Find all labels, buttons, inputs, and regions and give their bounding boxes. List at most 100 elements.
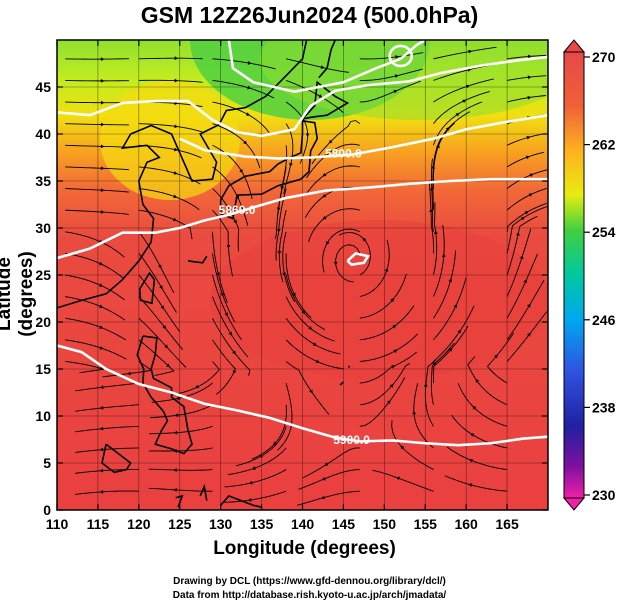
streamline-arrow <box>280 186 285 190</box>
streamline <box>138 188 200 211</box>
streamline <box>251 404 287 460</box>
streamline <box>75 490 139 495</box>
streamline-arrow <box>173 194 178 199</box>
coastline-segment <box>187 255 208 264</box>
streamline-arrow <box>220 292 224 297</box>
streamline-arrow <box>455 112 460 117</box>
contour-label: 5800.0 <box>325 147 362 161</box>
streamline-arrow <box>524 211 529 215</box>
streamline-arrow <box>326 241 330 246</box>
streamline <box>65 361 104 374</box>
streamline-arrow <box>519 255 524 260</box>
y-tick-label: 15 <box>35 361 51 377</box>
streamline-arrow <box>277 250 282 255</box>
streamline-arrow <box>301 309 306 314</box>
streamline <box>432 111 471 167</box>
streamline <box>506 202 548 232</box>
streamline <box>506 215 538 276</box>
streamline-arrow <box>393 349 398 354</box>
streamline <box>446 446 508 471</box>
streamline <box>212 253 235 322</box>
streamline <box>359 377 406 427</box>
streamline-arrow <box>243 140 247 145</box>
streamline-arrow <box>99 468 104 473</box>
streamline-arrow <box>445 126 450 131</box>
streamline-arrow <box>324 462 329 466</box>
x-tick-label: 140 <box>291 516 315 532</box>
streamline <box>507 54 547 60</box>
streamlines <box>65 46 548 506</box>
streamline <box>298 469 360 490</box>
streamline-arrow <box>174 56 179 61</box>
streamline-arrow <box>328 139 333 144</box>
streamline-arrow <box>99 447 104 452</box>
streamline-arrow <box>99 366 104 371</box>
streamline <box>278 210 287 283</box>
y-tick-label: 5 <box>43 455 51 471</box>
streamline-arrow <box>292 292 296 297</box>
streamline <box>212 101 270 133</box>
streamline <box>223 490 287 503</box>
x-tick-label: 125 <box>168 516 192 532</box>
streamline-arrow <box>100 122 105 127</box>
streamline <box>75 469 139 474</box>
streamline <box>359 80 421 103</box>
streamline-arrow <box>305 133 310 137</box>
streamline-arrow <box>433 230 438 235</box>
coastline-segment <box>136 335 193 455</box>
height-contours <box>57 40 548 447</box>
streamline-arrow <box>173 430 178 435</box>
streamline-arrow <box>393 89 398 94</box>
streamline-arrow <box>362 237 367 242</box>
streamline <box>506 187 547 211</box>
streamline-arrow <box>216 272 220 277</box>
streamline <box>359 240 390 298</box>
streamline-arrow <box>453 303 458 308</box>
streamline <box>359 273 407 319</box>
streamline-arrow <box>520 216 525 221</box>
streamline-arrow <box>100 100 105 105</box>
streamline-arrow <box>470 433 475 437</box>
streamline-arrow <box>273 441 277 446</box>
streamline-arrow <box>99 283 104 287</box>
streamline <box>150 404 213 419</box>
y-tick-label: 0 <box>43 502 51 518</box>
streamline <box>302 447 360 479</box>
streamline <box>148 468 213 471</box>
streamline-arrow <box>251 466 256 470</box>
streamline-arrow <box>527 54 532 59</box>
y-tick-label: 20 <box>35 314 51 330</box>
streamline <box>506 169 548 189</box>
contour-line <box>57 55 548 138</box>
streamline-arrow <box>99 325 104 329</box>
streamline-arrow <box>195 384 200 389</box>
streamline-arrow <box>99 304 104 308</box>
colorbar-label: 270 <box>592 49 616 65</box>
streamline <box>428 180 435 254</box>
y-tick-label: 30 <box>35 220 51 236</box>
streamline <box>212 209 234 277</box>
streamline <box>391 420 434 470</box>
colorbar-label: 254 <box>592 224 616 240</box>
streamline-arrow <box>127 371 131 376</box>
streamline <box>138 253 177 313</box>
streamline-arrow <box>308 326 313 330</box>
streamline <box>286 58 349 73</box>
warm-core <box>100 80 240 200</box>
streamline <box>75 404 139 412</box>
streamline <box>212 144 253 200</box>
streamline <box>431 158 434 232</box>
y-tick-label: 40 <box>35 126 51 142</box>
streamline-arrow <box>224 312 228 317</box>
streamline-arrow <box>528 193 533 197</box>
y-axis-label: Latitude (degrees) <box>0 251 37 337</box>
contour-closed <box>388 44 414 68</box>
y-tick-labels: 0 5 10 15 20 25 30 35 40 45 <box>35 79 51 518</box>
streamline-arrow <box>494 354 498 359</box>
streamline-arrow <box>465 84 470 89</box>
contour-line <box>179 113 548 160</box>
coastline-segment <box>138 271 156 305</box>
streamline-arrow <box>276 229 281 233</box>
streamline <box>413 382 434 449</box>
colorbar-bottom-arrow <box>562 497 586 511</box>
